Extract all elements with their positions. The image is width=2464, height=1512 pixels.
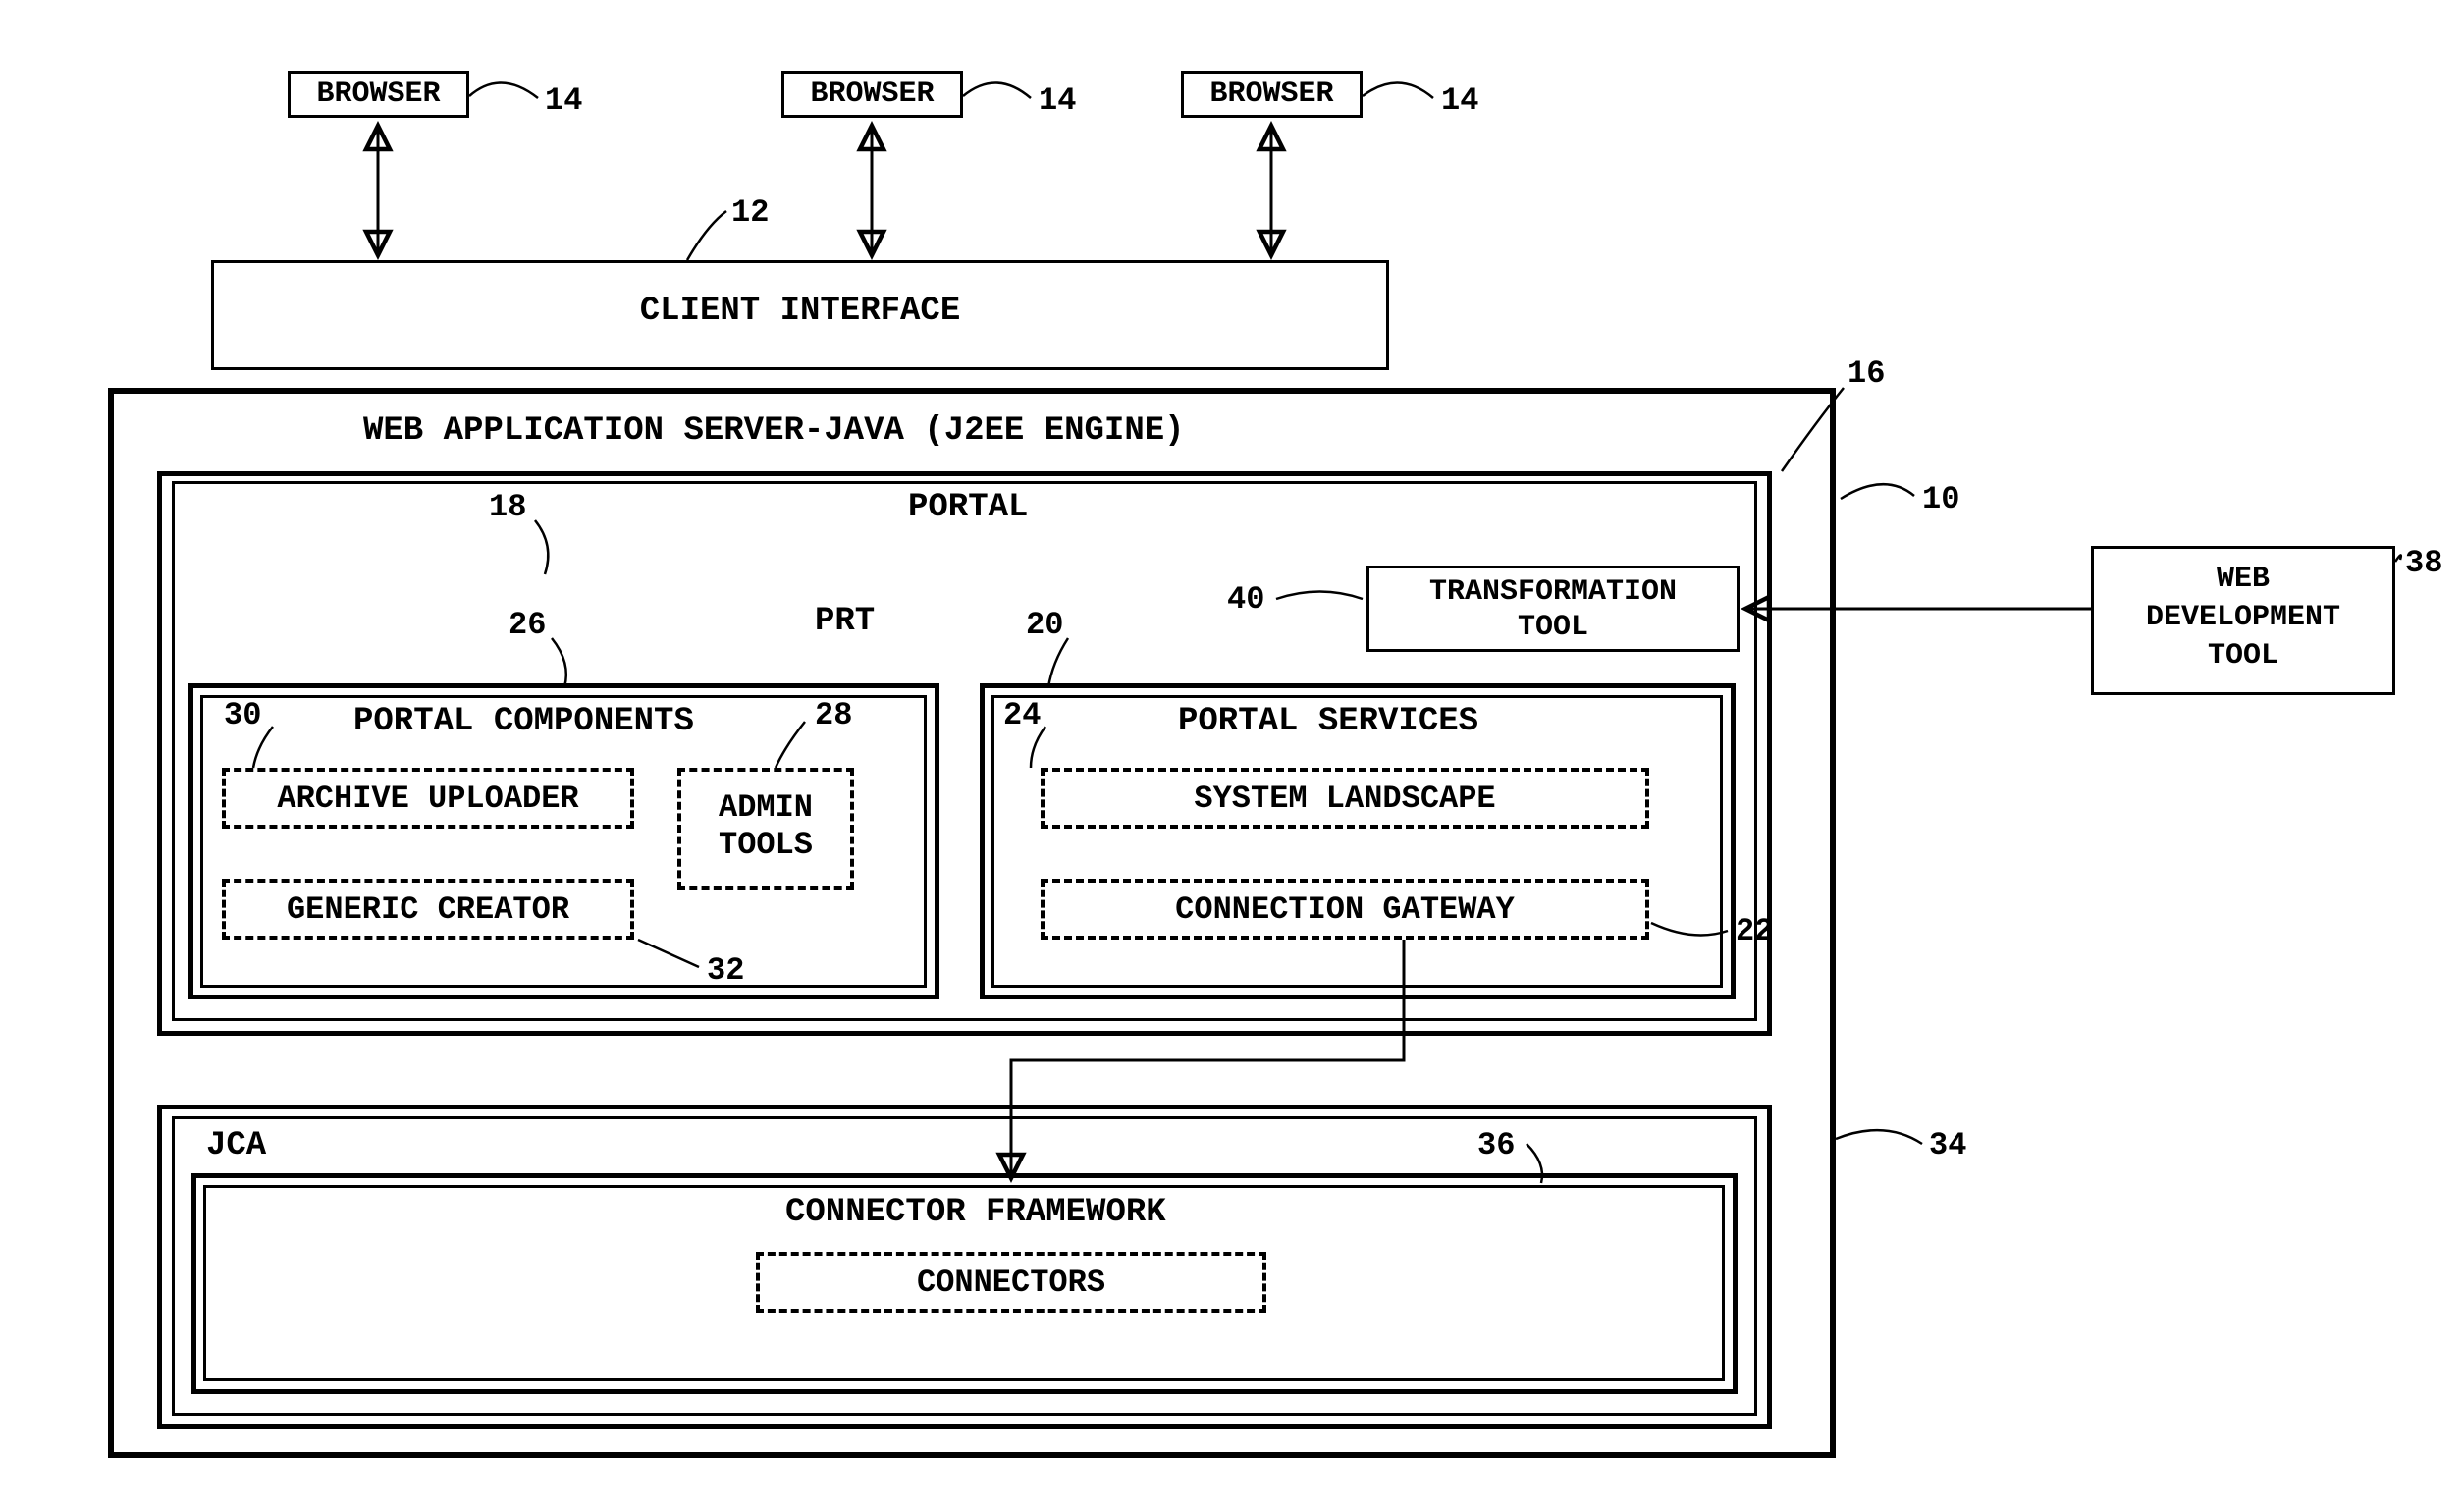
connector-framework-label: CONNECTOR FRAMEWORK — [785, 1194, 1166, 1231]
archive-uploader-box: ARCHIVE UPLOADER — [222, 768, 634, 829]
browser-1-label: BROWSER — [316, 78, 440, 111]
ref-34: 34 — [1929, 1127, 1966, 1163]
ref-14a: 14 — [545, 82, 582, 119]
transformation-tool-line2: TOOL — [1369, 610, 1737, 645]
ref-18: 18 — [489, 489, 526, 525]
connectors-label: CONNECTORS — [917, 1265, 1105, 1301]
admin-tools-line1: ADMIN — [681, 789, 850, 827]
ref-32: 32 — [707, 952, 744, 989]
browser-1: BROWSER — [288, 71, 469, 118]
portal-services-label: PORTAL SERVICES — [1178, 703, 1478, 740]
generic-creator-label: GENERIC CREATOR — [287, 891, 569, 928]
system-landscape-box: SYSTEM LANDSCAPE — [1041, 768, 1649, 829]
ref-22: 22 — [1736, 913, 1773, 949]
browser-2-label: BROWSER — [810, 78, 934, 111]
web-dev-tool-line1: WEB — [2094, 561, 2392, 599]
ref-30: 30 — [224, 697, 261, 733]
portal-label: PORTAL — [908, 489, 1028, 526]
web-dev-tool-line3: TOOL — [2094, 637, 2392, 675]
ref-14c: 14 — [1441, 82, 1478, 119]
browser-2: BROWSER — [781, 71, 963, 118]
ref-20: 20 — [1026, 607, 1063, 643]
archive-uploader-label: ARCHIVE UPLOADER — [277, 781, 578, 817]
admin-tools-box: ADMIN TOOLS — [677, 768, 854, 890]
connection-gateway-label: CONNECTION GATEWAY — [1175, 891, 1515, 928]
ref-16: 16 — [1848, 355, 1885, 392]
client-interface-box: CLIENT INTERFACE — [211, 260, 1389, 370]
server-title: WEB APPLICATION SERVER-JAVA (J2EE ENGINE… — [363, 412, 1185, 450]
ref-26: 26 — [509, 607, 546, 643]
ref-24: 24 — [1003, 697, 1041, 733]
jca-label: JCA — [206, 1127, 266, 1164]
ref-28: 28 — [815, 697, 852, 733]
browser-3: BROWSER — [1181, 71, 1363, 118]
transformation-tool-line1: TRANSFORMATION — [1369, 574, 1737, 610]
web-dev-tool-box: WEB DEVELOPMENT TOOL — [2091, 546, 2395, 695]
ref-12: 12 — [731, 194, 769, 231]
web-dev-tool-line2: DEVELOPMENT — [2094, 599, 2392, 637]
admin-tools-line2: TOOLS — [681, 827, 850, 864]
client-interface-label: CLIENT INTERFACE — [640, 293, 960, 330]
prt-label: PRT — [815, 603, 875, 640]
generic-creator-box: GENERIC CREATOR — [222, 879, 634, 940]
ref-40: 40 — [1227, 581, 1264, 618]
connection-gateway-box: CONNECTION GATEWAY — [1041, 879, 1649, 940]
transformation-tool-box: TRANSFORMATION TOOL — [1366, 566, 1740, 652]
ref-36: 36 — [1477, 1127, 1515, 1163]
ref-38: 38 — [2405, 545, 2442, 581]
portal-components-label: PORTAL COMPONENTS — [353, 703, 694, 740]
ref-10: 10 — [1922, 481, 1959, 517]
system-landscape-label: SYSTEM LANDSCAPE — [1194, 781, 1495, 817]
browser-3-label: BROWSER — [1209, 78, 1333, 111]
ref-14b: 14 — [1039, 82, 1076, 119]
connectors-box: CONNECTORS — [756, 1252, 1266, 1313]
